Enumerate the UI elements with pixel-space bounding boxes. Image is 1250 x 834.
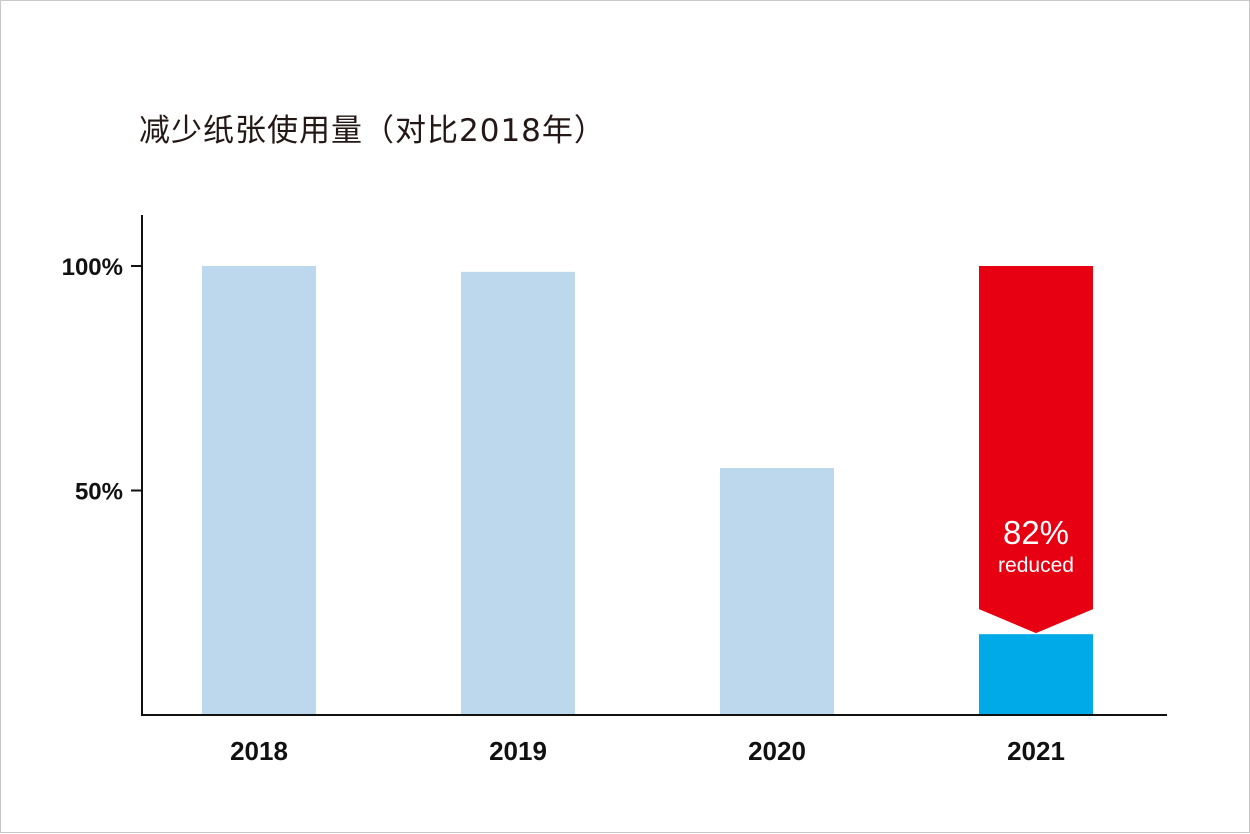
bar-2021 bbox=[979, 634, 1093, 715]
y-tick-label: 50% bbox=[75, 479, 123, 506]
chart-title: 减少纸张使用量（对比2018年） bbox=[139, 113, 606, 149]
reduction-arrow bbox=[979, 266, 1093, 634]
x-label-2021: 2021 bbox=[1007, 736, 1065, 766]
bar-2018 bbox=[202, 266, 316, 715]
y-tick-label: 100% bbox=[62, 254, 123, 281]
x-label-2020: 2020 bbox=[748, 736, 806, 766]
bar-2019 bbox=[461, 271, 575, 715]
bar-2020 bbox=[720, 468, 834, 715]
x-label-2018: 2018 bbox=[230, 736, 288, 766]
axes-group bbox=[141, 215, 1167, 716]
reduction-annotation: 82% reduced bbox=[979, 266, 1093, 634]
reduction-percent: 82% bbox=[1003, 514, 1069, 551]
reduction-label: reduced bbox=[998, 554, 1074, 577]
x-labels-group: 2018 2019 2020 2021 bbox=[230, 736, 1065, 766]
bars-group bbox=[202, 266, 1093, 715]
y-ticks-group: 100% 50% bbox=[62, 254, 142, 506]
x-label-2019: 2019 bbox=[489, 736, 547, 766]
